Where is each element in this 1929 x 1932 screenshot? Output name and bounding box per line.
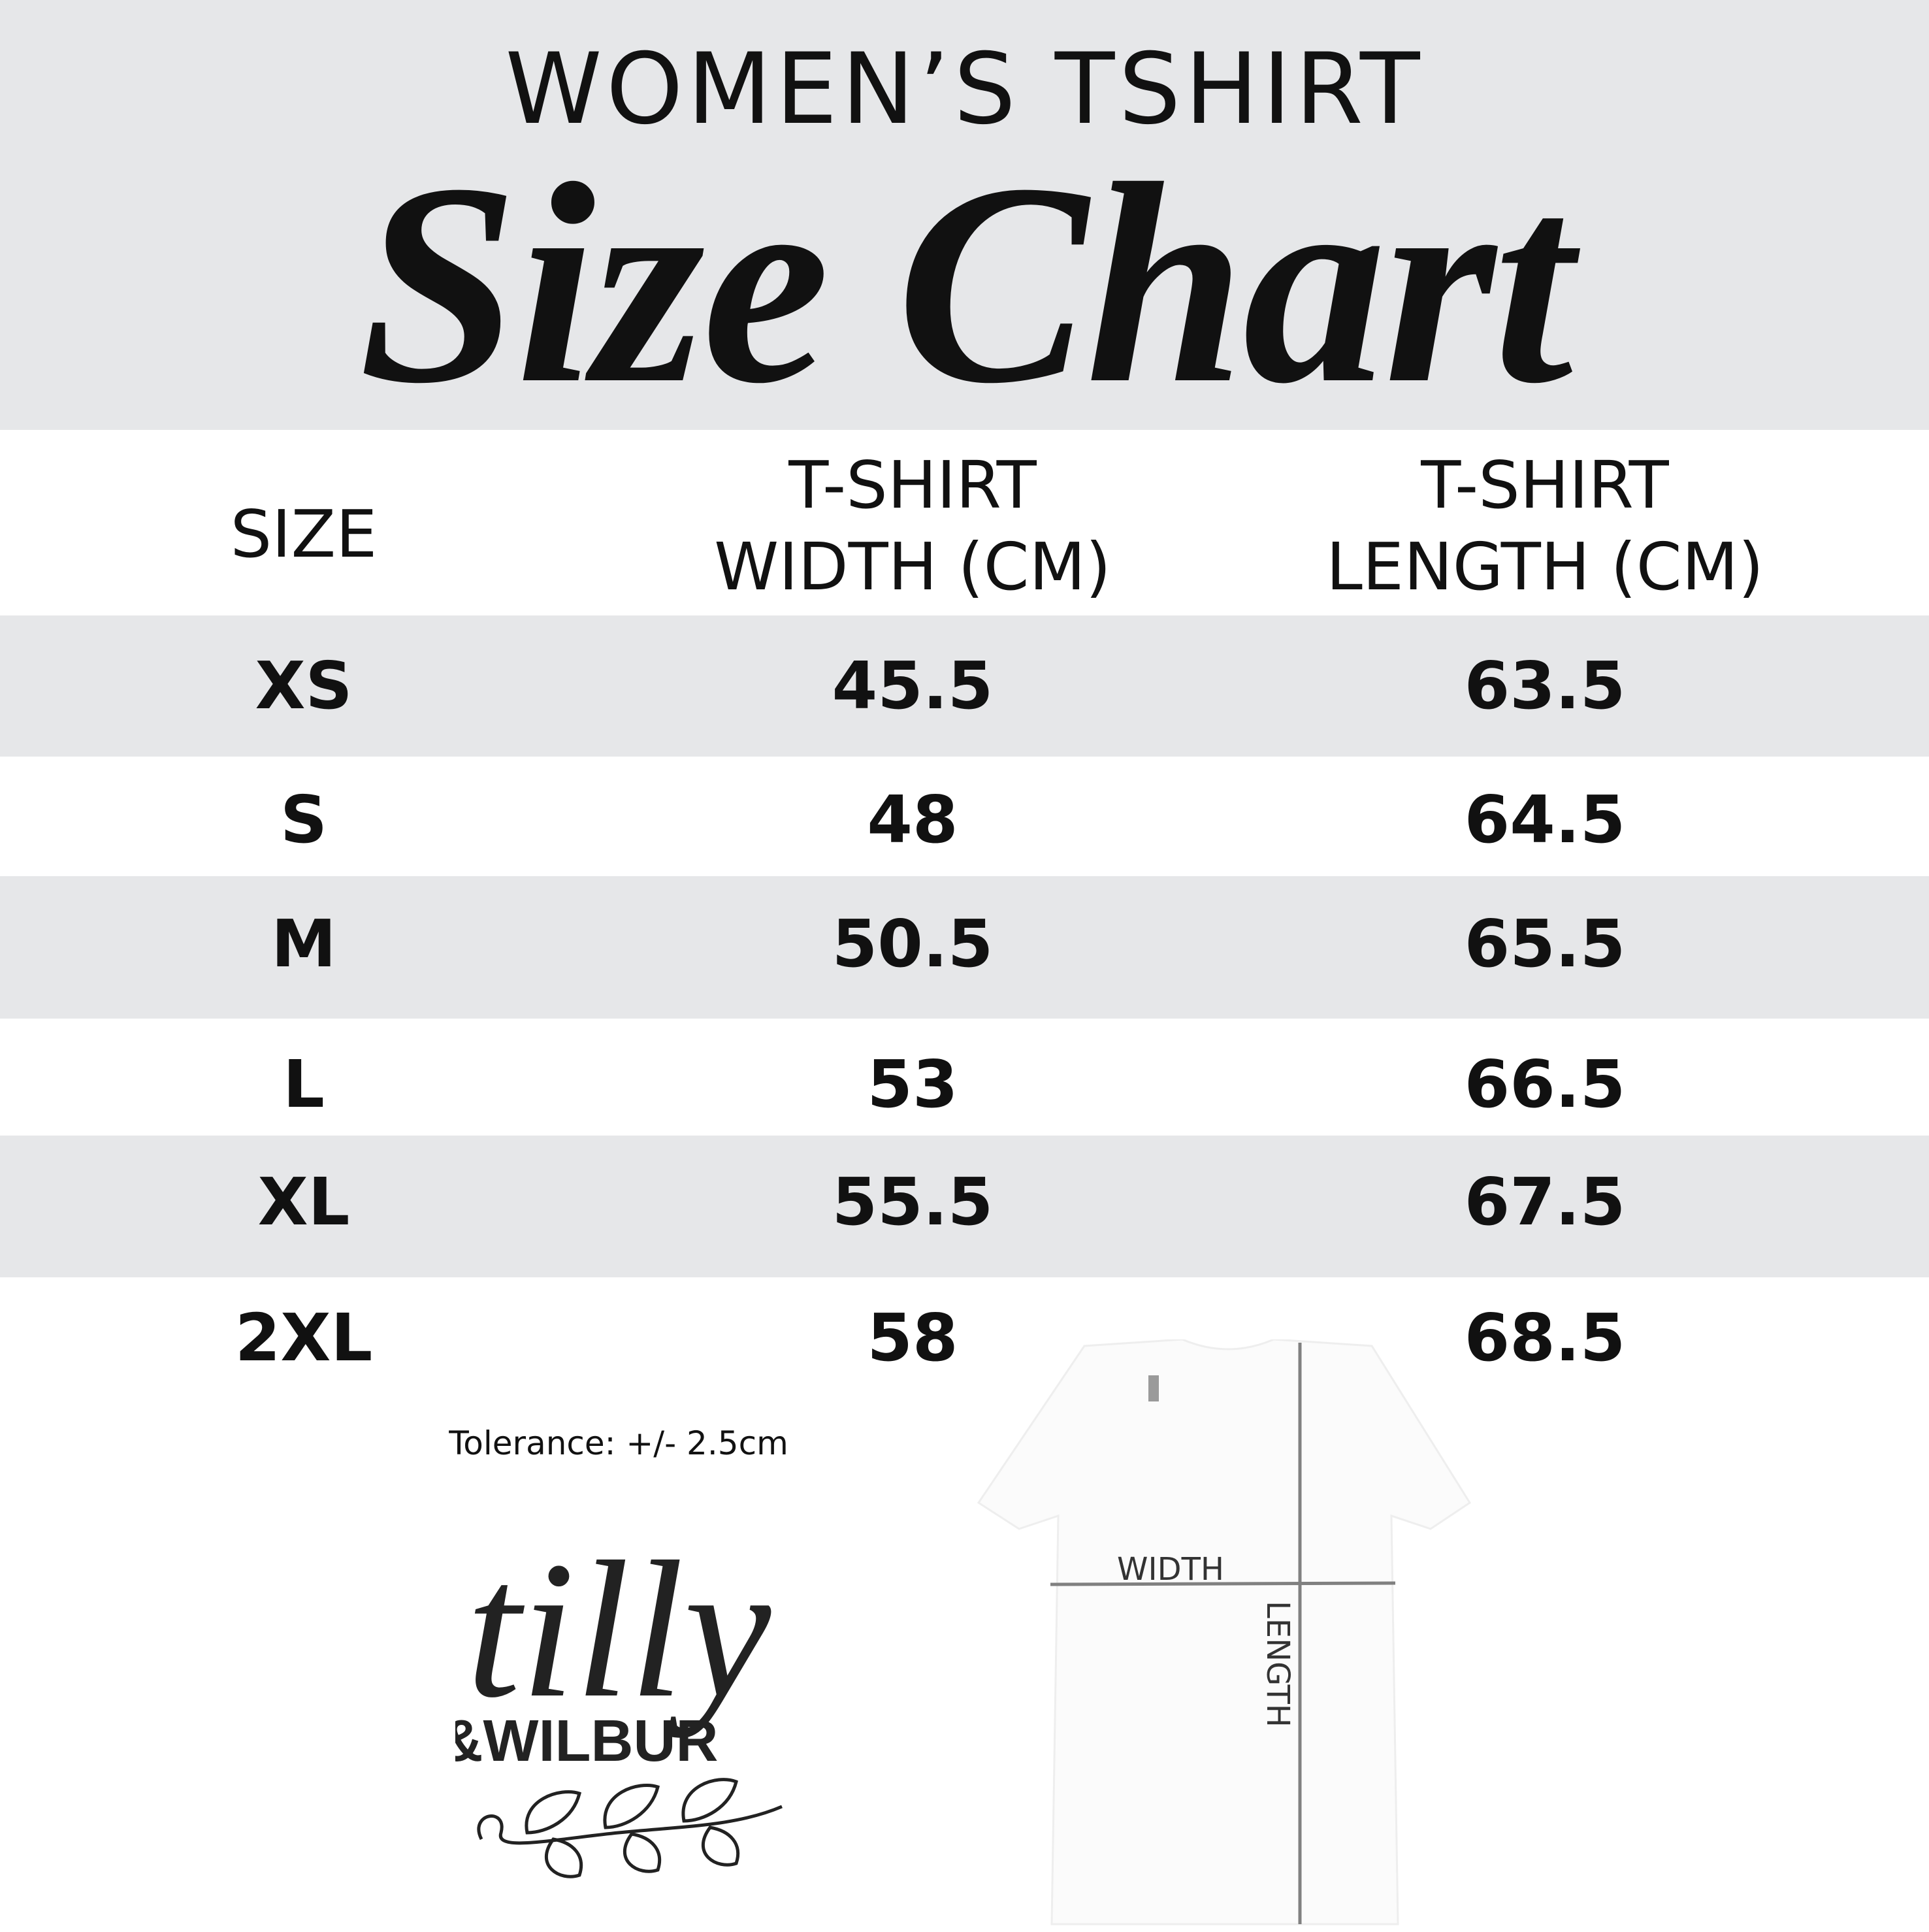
header-band	[0, 0, 1929, 430]
table-cell-length: 68.5	[1464, 1300, 1626, 1376]
page-subtitle: Size Chart	[358, 125, 1573, 443]
table-cell-size: S	[280, 781, 328, 858]
table-row-band	[0, 1136, 1929, 1277]
svg-text:tilly: tilly	[466, 1526, 773, 1739]
table-cell-length: 66.5	[1464, 1046, 1626, 1122]
label-tag	[1148, 1375, 1159, 1401]
column-header-label: SIZE	[230, 496, 378, 572]
table-cell-length: 67.5	[1464, 1164, 1626, 1240]
brand-logo: tilly &WILBUR	[441, 1521, 788, 1885]
tolerance-note: Tolerance: +/- 2.5cm	[449, 1424, 788, 1462]
tshirt-diagram: WIDTH LENGTH	[973, 1338, 1476, 1929]
table-cell-size: XL	[257, 1164, 350, 1240]
width-label: WIDTH	[1117, 1551, 1224, 1588]
column-header-label: T-SHIRT	[788, 447, 1037, 523]
table-row-band	[0, 615, 1929, 757]
column-header-width: T-SHIRT WIDTH (CM)	[714, 444, 1111, 608]
table-cell-width: 53	[867, 1046, 958, 1122]
table-cell-size: L	[283, 1046, 325, 1122]
column-header-label: WIDTH (CM)	[714, 529, 1111, 605]
table-cell-size: 2XL	[235, 1300, 373, 1376]
table-cell-width: 58	[867, 1300, 958, 1376]
svg-text:&WILBUR: &WILBUR	[455, 1709, 718, 1774]
table-cell-width: 45.5	[832, 647, 994, 724]
tshirt-shape	[977, 1338, 1472, 1925]
table-cell-width: 50.5	[832, 906, 994, 982]
table-cell-length: 63.5	[1464, 647, 1626, 724]
column-header-size: SIZE	[231, 493, 378, 575]
column-header-label: LENGTH (CM)	[1326, 529, 1764, 605]
table-cell-length: 64.5	[1464, 781, 1626, 858]
table-cell-size: M	[271, 906, 336, 982]
column-header-length: T-SHIRT LENGTH (CM)	[1326, 444, 1764, 608]
table-cell-size: XS	[255, 647, 353, 724]
page-title: WOMEN’S TSHIRT	[505, 33, 1424, 146]
table-row-band	[0, 876, 1929, 1019]
width-line	[1050, 1581, 1396, 1586]
table-cell-length: 65.5	[1464, 906, 1626, 982]
length-label: LENGTH	[1259, 1601, 1296, 1727]
column-header-label: T-SHIRT	[1421, 447, 1669, 523]
table-cell-width: 55.5	[832, 1164, 994, 1240]
table-cell-width: 48	[867, 781, 958, 858]
